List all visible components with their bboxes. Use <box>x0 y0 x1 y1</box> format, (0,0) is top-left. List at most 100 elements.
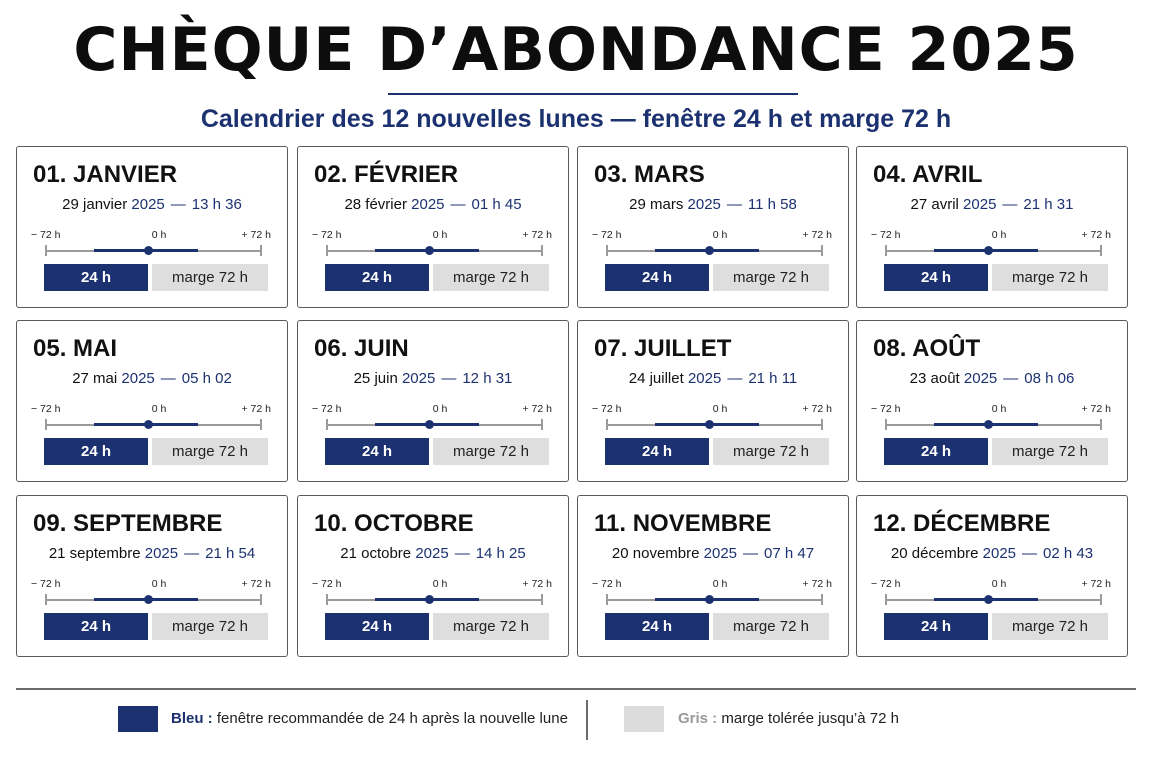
month-card: 08. AOÛT 23 août 2025 — 08 h 06 − 72 h 0 h + 7… <box>856 320 1128 482</box>
date-dash: — <box>454 545 470 562</box>
date-dash: — <box>184 545 200 562</box>
new-moon-dot <box>984 246 993 255</box>
new-moon-dot <box>705 595 714 604</box>
axis-label-zero: 0 h <box>991 578 1007 590</box>
date-year: 2025 <box>963 196 997 213</box>
timeline-tick-right <box>541 245 543 256</box>
date-dash: — <box>441 370 457 387</box>
month-card: 07. JUILLET 24 juillet 2025 — 21 h 11 − 72 h… <box>577 320 849 482</box>
timeline-tick-left <box>326 419 328 430</box>
window-24h-bar: 24 h <box>44 613 148 640</box>
date-time: 12 h 31 <box>462 370 513 387</box>
axis-label-plus72: + 72 h <box>522 578 553 590</box>
date-day: 25 juin <box>353 370 398 387</box>
date-day: 20 novembre <box>611 545 700 562</box>
new-moon-date: 20 décembre 2025 — 02 h 43 <box>857 544 1127 564</box>
axis-label-zero: 0 h <box>712 403 728 415</box>
date-dash: — <box>743 545 759 562</box>
timeline-tick-left <box>606 245 608 256</box>
month-title: 07. JUILLET <box>594 335 732 362</box>
axis-label-zero: 0 h <box>991 229 1007 241</box>
new-moon-dot <box>425 595 434 604</box>
window-24h-bar: 24 h <box>605 438 709 465</box>
month-title: 01. JANVIER <box>33 161 178 188</box>
new-moon-date: 20 novembre 2025 — 07 h 47 <box>578 544 848 564</box>
legend-grey-desc: marge tolérée jusqu’à 72 h <box>721 710 899 727</box>
date-year: 2025 <box>687 196 721 213</box>
axis-label-minus72: − 72 h <box>31 229 61 241</box>
margin-72h-bar: marge 72 h <box>152 264 268 291</box>
month-card: 06. JUIN 25 juin 2025 — 12 h 31 − 72 h 0 h + 7… <box>297 320 569 482</box>
axis-label-plus72: + 72 h <box>802 578 833 590</box>
new-moon-dot <box>144 246 153 255</box>
margin-72h-bar: marge 72 h <box>713 613 829 640</box>
legend-blue-swatch <box>118 706 158 732</box>
month-card: 09. SEPTEMBRE 21 septembre 2025 — 21 h 54 − … <box>16 495 288 657</box>
date-year: 2025 <box>703 545 738 562</box>
timeline-tick-right <box>1100 419 1102 430</box>
date-time: 11 h 58 <box>747 196 797 213</box>
margin-72h-bar: marge 72 h <box>992 264 1108 291</box>
new-moon-date: 29 mars 2025 — 11 h 58 <box>578 195 848 215</box>
new-moon-dot <box>984 420 993 429</box>
month-title: 11. NOVEMBRE <box>594 510 772 537</box>
date-dash: — <box>170 196 186 213</box>
date-year: 2025 <box>415 545 449 562</box>
date-time: 21 h 11 <box>748 370 798 387</box>
date-time: 01 h 45 <box>471 196 522 213</box>
window-24h-bar: 24 h <box>44 438 148 465</box>
legend-grey-swatch <box>624 706 664 732</box>
timeline-tick-right <box>260 419 262 430</box>
axis-label-minus72: − 72 h <box>592 578 622 590</box>
month-card: 11. NOVEMBRE 20 novembre 2025 — 07 h 47 − 72… <box>577 495 849 657</box>
month-title: 09. SEPTEMBRE <box>33 510 223 537</box>
date-dash: — <box>450 196 466 213</box>
date-time: 07 h 47 <box>764 545 815 562</box>
window-24h-bar: 24 h <box>325 264 429 291</box>
new-moon-dot <box>984 595 993 604</box>
date-day: 23 août <box>909 370 960 387</box>
axis-label-zero: 0 h <box>432 403 448 415</box>
axis-label-zero: 0 h <box>432 229 448 241</box>
month-title: 04. AVRIL <box>873 161 983 188</box>
margin-72h-bar: marge 72 h <box>152 438 268 465</box>
date-day: 28 février <box>344 196 407 213</box>
timeline-tick-left <box>45 594 47 605</box>
date-time: 13 h 36 <box>191 196 242 213</box>
window-24h-bar: 24 h <box>884 264 988 291</box>
new-moon-dot <box>705 420 714 429</box>
margin-72h-bar: marge 72 h <box>992 438 1108 465</box>
window-24h-bar: 24 h <box>325 613 429 640</box>
margin-72h-bar: marge 72 h <box>433 438 549 465</box>
month-card: 10. OCTOBRE 21 octobre 2025 — 14 h 25 − 72 h… <box>297 495 569 657</box>
axis-label-plus72: + 72 h <box>802 229 833 241</box>
date-year: 2025 <box>131 196 165 213</box>
month-card: 03. MARS 29 mars 2025 — 11 h 58 − 72 h 0 h + 7… <box>577 146 849 308</box>
timeline-tick-right <box>541 419 543 430</box>
window-24h-bar: 24 h <box>884 438 988 465</box>
date-dash: — <box>727 370 743 387</box>
axis-label-minus72: − 72 h <box>592 229 622 241</box>
date-day: 20 décembre <box>890 545 979 562</box>
date-year: 2025 <box>687 370 722 387</box>
axis-label-minus72: − 72 h <box>871 578 901 590</box>
date-year: 2025 <box>144 545 179 562</box>
timeline-tick-right <box>1100 245 1102 256</box>
axis-label-zero: 0 h <box>991 403 1007 415</box>
margin-72h-bar: marge 72 h <box>433 613 549 640</box>
axis-label-zero: 0 h <box>151 578 167 590</box>
axis-label-minus72: − 72 h <box>592 403 622 415</box>
date-time: 08 h 06 <box>1024 370 1075 387</box>
axis-label-plus72: + 72 h <box>1081 578 1112 590</box>
month-title: 12. DÉCEMBRE <box>873 510 1051 537</box>
date-time: 14 h 25 <box>475 545 526 562</box>
window-24h-bar: 24 h <box>325 438 429 465</box>
timeline-tick-left <box>45 245 47 256</box>
timeline-tick-right <box>821 419 823 430</box>
new-moon-date: 21 octobre 2025 — 14 h 25 <box>298 544 568 564</box>
date-year: 2025 <box>401 370 436 387</box>
month-title: 10. OCTOBRE <box>314 510 474 537</box>
legend-grey-text: Gris : marge tolérée jusqu’à 72 h <box>678 708 899 730</box>
margin-72h-bar: marge 72 h <box>152 613 268 640</box>
axis-label-minus72: − 72 h <box>31 578 61 590</box>
